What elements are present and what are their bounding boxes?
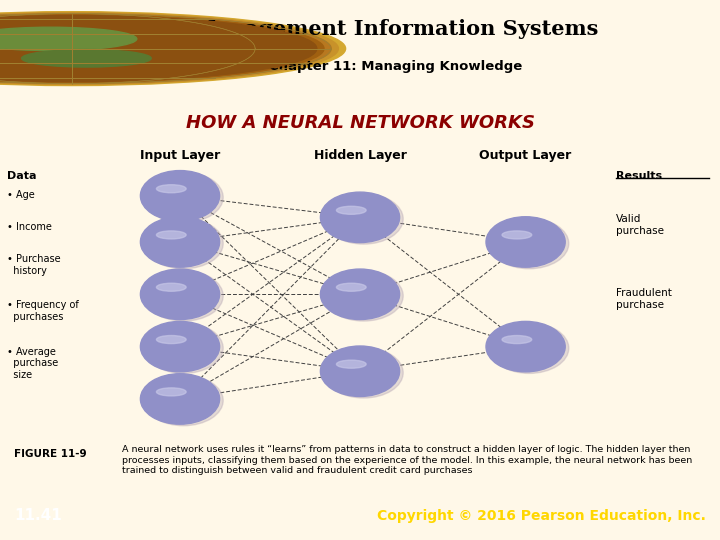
Ellipse shape bbox=[140, 269, 220, 320]
Ellipse shape bbox=[144, 323, 223, 373]
Circle shape bbox=[0, 14, 331, 84]
Text: • Age: • Age bbox=[7, 190, 35, 200]
Ellipse shape bbox=[490, 323, 569, 373]
Circle shape bbox=[22, 50, 151, 67]
Text: 11.41: 11.41 bbox=[14, 508, 62, 523]
Text: A neural network uses rules it “learns” from patterns in data to construct a hid: A neural network uses rules it “learns” … bbox=[122, 445, 693, 475]
Circle shape bbox=[0, 27, 137, 51]
Text: Copyright © 2016 Pearson Education, Inc.: Copyright © 2016 Pearson Education, Inc. bbox=[377, 509, 706, 523]
Ellipse shape bbox=[156, 231, 186, 239]
Ellipse shape bbox=[324, 348, 403, 398]
Ellipse shape bbox=[144, 375, 223, 426]
Text: Results: Results bbox=[616, 171, 662, 181]
Ellipse shape bbox=[324, 194, 403, 244]
Ellipse shape bbox=[336, 360, 366, 368]
Ellipse shape bbox=[156, 388, 186, 396]
Circle shape bbox=[0, 16, 317, 82]
Ellipse shape bbox=[156, 335, 186, 343]
Ellipse shape bbox=[324, 271, 403, 321]
Ellipse shape bbox=[320, 269, 400, 320]
Ellipse shape bbox=[486, 321, 565, 372]
Ellipse shape bbox=[144, 218, 223, 269]
Ellipse shape bbox=[140, 171, 220, 221]
Text: HOW A NEURAL NETWORK WORKS: HOW A NEURAL NETWORK WORKS bbox=[186, 114, 534, 132]
Text: FIGURE 11-9: FIGURE 11-9 bbox=[14, 449, 87, 458]
Text: • Frequency of
  purchases: • Frequency of purchases bbox=[7, 300, 79, 322]
Ellipse shape bbox=[320, 192, 400, 242]
Ellipse shape bbox=[490, 218, 569, 269]
Circle shape bbox=[0, 15, 324, 83]
Text: Output Layer: Output Layer bbox=[480, 149, 572, 163]
Ellipse shape bbox=[156, 185, 186, 193]
Ellipse shape bbox=[144, 271, 223, 321]
Text: Fraudulent
purchase: Fraudulent purchase bbox=[616, 288, 672, 310]
Text: Input Layer: Input Layer bbox=[140, 149, 220, 163]
Ellipse shape bbox=[336, 283, 366, 291]
Ellipse shape bbox=[140, 321, 220, 372]
Ellipse shape bbox=[502, 231, 532, 239]
Text: Hidden Layer: Hidden Layer bbox=[314, 149, 406, 163]
Text: • Average
  purchase
  size: • Average purchase size bbox=[7, 347, 58, 380]
Circle shape bbox=[0, 12, 346, 85]
Ellipse shape bbox=[486, 217, 565, 267]
Ellipse shape bbox=[156, 283, 186, 291]
Text: • Purchase
  history: • Purchase history bbox=[7, 254, 60, 276]
Text: Management Information Systems: Management Information Systems bbox=[193, 19, 599, 39]
Ellipse shape bbox=[336, 206, 366, 214]
Text: • Income: • Income bbox=[7, 222, 52, 232]
Ellipse shape bbox=[144, 172, 223, 222]
Ellipse shape bbox=[140, 217, 220, 267]
Circle shape bbox=[0, 12, 338, 85]
Ellipse shape bbox=[502, 335, 532, 343]
Ellipse shape bbox=[320, 346, 400, 396]
Ellipse shape bbox=[140, 374, 220, 424]
Text: Chapter 11: Managing Knowledge: Chapter 11: Managing Knowledge bbox=[269, 59, 523, 72]
Text: Data: Data bbox=[7, 171, 37, 181]
Text: Valid
purchase: Valid purchase bbox=[616, 214, 664, 236]
